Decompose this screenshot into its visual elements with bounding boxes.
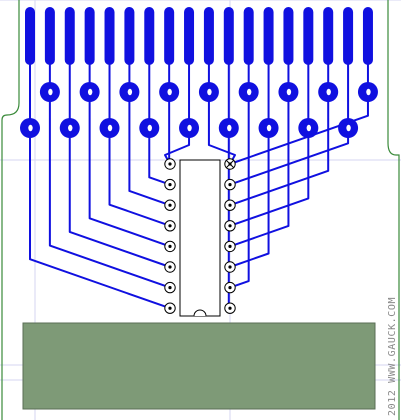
pad-hole — [366, 88, 371, 96]
pad-hole — [147, 124, 152, 132]
ic-pin-hole — [168, 265, 172, 269]
pad-hole — [187, 124, 192, 132]
ic-pin-hole — [228, 224, 232, 228]
pad-hole — [246, 88, 252, 96]
ic-pin-hole — [168, 203, 172, 207]
edge-fingers — [25, 7, 373, 65]
pad-hole — [127, 88, 133, 96]
ic-pin-hole — [228, 183, 232, 187]
pad-hole — [286, 88, 292, 96]
ic-pins — [164, 158, 236, 317]
ic-pin-hole — [228, 306, 232, 310]
ic-pin-hole — [228, 203, 232, 207]
trace — [229, 128, 270, 268]
ic-pin-hole — [168, 244, 172, 248]
trace — [108, 128, 171, 227]
pad-hole — [107, 124, 113, 132]
ic-pin-hole — [228, 244, 232, 248]
label-area — [22, 322, 376, 410]
pad-hole — [326, 88, 331, 96]
pad-hole — [346, 124, 351, 132]
pad-hole — [306, 124, 312, 132]
trace — [148, 128, 171, 186]
credit-text: 2012 WWW.GAUCK.COM — [387, 296, 398, 416]
trace — [229, 92, 250, 289]
trace — [29, 128, 171, 310]
through-hole-pads — [20, 82, 378, 138]
ic-outline — [179, 159, 221, 317]
trace — [68, 128, 171, 268]
ic-pin-marker — [225, 159, 235, 169]
trace — [128, 92, 171, 207]
trace — [229, 92, 290, 248]
ic-pin-hole — [168, 162, 172, 166]
trace — [88, 92, 171, 248]
ic-pin-hole — [168, 224, 172, 228]
pad-hole — [207, 88, 212, 96]
pad-hole — [266, 124, 272, 132]
ic-pin-hole — [228, 265, 232, 269]
pad-hole — [68, 124, 73, 132]
pad-hole — [167, 88, 172, 96]
pad-hole — [28, 124, 33, 132]
ic-pin-hole — [168, 183, 172, 187]
trace — [229, 92, 330, 207]
ic-pin-hole — [168, 286, 172, 290]
ic-pin-hole — [168, 306, 172, 310]
pad-hole — [227, 124, 232, 132]
pad-hole — [48, 88, 53, 96]
ic-notch — [193, 309, 207, 317]
pad-hole — [87, 88, 93, 96]
ic-pin-hole — [228, 286, 232, 290]
trace — [48, 92, 171, 289]
trace — [229, 128, 310, 227]
